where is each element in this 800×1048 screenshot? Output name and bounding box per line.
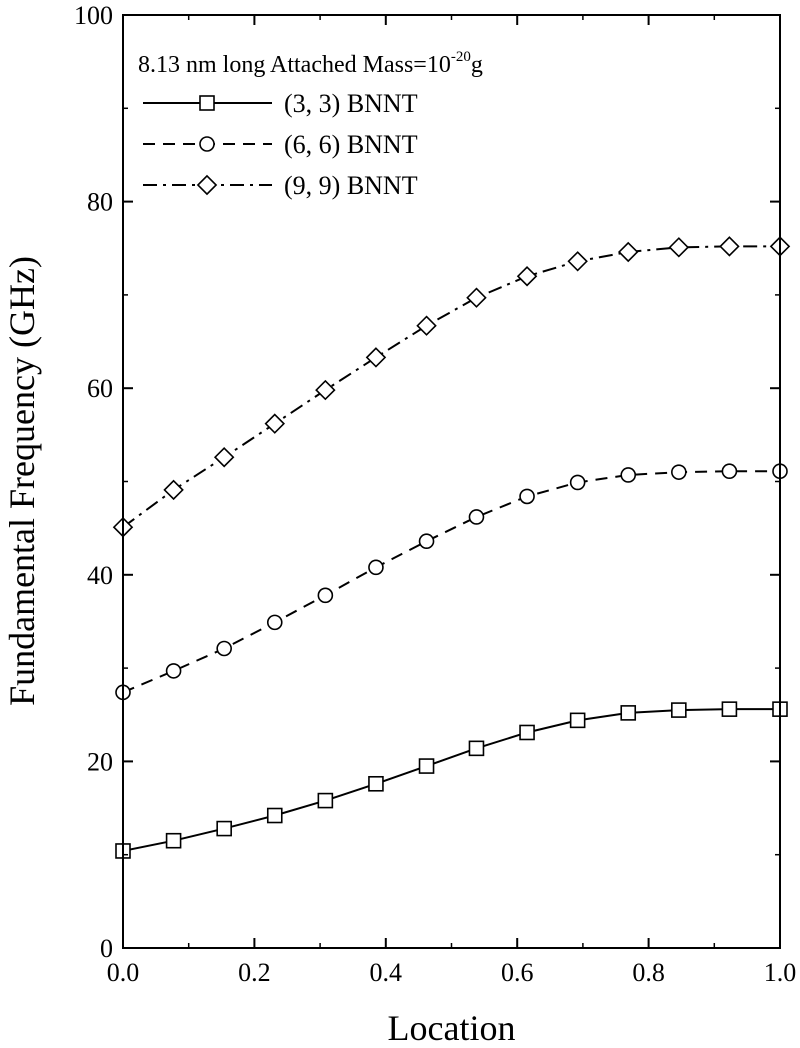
y-tick-label: 80	[87, 188, 113, 217]
series-1-point	[317, 587, 334, 604]
x-tick-label: 0.6	[501, 958, 534, 987]
annotation-prefix: 8.13 nm long Attached Mass=10	[138, 52, 451, 78]
series-1-point	[468, 509, 485, 525]
series-2-point	[163, 479, 184, 501]
series-0-point	[468, 740, 485, 757]
axis-tick-labels: 0.0 0.2 0.4 0.6 0.8 1.0 0 20 40 60 80 100	[74, 1, 796, 987]
x-tick-label: 1.0	[764, 958, 797, 987]
legend: (3, 3) BNNT (6, 6) BNNT (9, 9) BNNT	[143, 89, 418, 200]
series-1-point	[721, 463, 738, 480]
series-1-point	[266, 614, 283, 631]
legend-marker-0	[199, 95, 215, 111]
series-0-point	[317, 792, 334, 809]
series-0-point	[266, 807, 283, 824]
series-2-point	[264, 413, 285, 434]
series-1-point	[671, 464, 687, 480]
series-line-0	[122, 708, 780, 852]
series-0-point	[569, 712, 586, 729]
series-0-point	[165, 832, 182, 849]
series-1-point	[620, 467, 637, 483]
series-2-point	[618, 241, 639, 263]
legend-label-1: (6, 6) BNNT	[284, 130, 418, 159]
series-0-point	[721, 701, 738, 717]
series-2-point	[668, 237, 690, 258]
y-tick-label: 20	[87, 747, 113, 776]
y-axis-title: Fundamental Frequency (GHz)	[2, 256, 42, 706]
series-1-point	[418, 533, 435, 550]
annotation-text: 8.13 nm long Attached Mass=10-20g	[138, 49, 483, 78]
plot-lines	[122, 245, 780, 852]
y-tick-label: 60	[87, 374, 113, 403]
series-1-point	[569, 474, 586, 491]
series-line-1	[122, 470, 780, 694]
series-2-point	[365, 347, 387, 368]
x-tick-label: 0.8	[632, 958, 665, 987]
y-tick-label: 40	[87, 561, 113, 590]
x-tick-label: 0.0	[107, 958, 140, 987]
series-0-point	[216, 820, 232, 837]
series-0-point	[418, 758, 435, 774]
legend-marker-1	[199, 136, 215, 152]
x-tick-label: 0.2	[238, 958, 271, 987]
legend-label-0: (3, 3) BNNT	[284, 89, 418, 118]
y-tick-label: 100	[74, 1, 113, 30]
series-2-point	[315, 379, 336, 401]
legend-marker-2	[196, 174, 218, 196]
plot-frame	[122, 14, 781, 949]
series-0-point	[368, 775, 384, 792]
series-1-point	[368, 559, 384, 576]
series-2-point	[516, 266, 538, 287]
series-0-point	[519, 724, 535, 741]
annotation-exponent: -20	[451, 49, 471, 65]
series-0-point	[620, 705, 637, 721]
series-line-2	[122, 245, 780, 529]
series-1-point	[165, 663, 182, 679]
series-2-point	[567, 251, 588, 272]
series-2-point	[416, 315, 437, 336]
series-2-point	[213, 447, 235, 468]
series-2-point	[466, 287, 487, 308]
x-axis-title: Location	[388, 1008, 516, 1048]
series-1-point	[519, 488, 535, 505]
legend-label-2: (9, 9) BNNT	[284, 171, 418, 200]
series-2-point	[719, 236, 740, 257]
axis-ticks	[122, 14, 781, 949]
series-0-point	[671, 702, 687, 718]
plot-markers	[112, 236, 791, 859]
x-tick-label: 0.4	[370, 958, 403, 987]
y-tick-label: 0	[100, 934, 113, 963]
annotation-suffix: g	[471, 52, 483, 78]
series-1-point	[216, 640, 232, 657]
